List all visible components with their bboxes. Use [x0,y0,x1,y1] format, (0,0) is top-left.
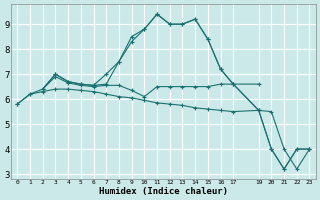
X-axis label: Humidex (Indice chaleur): Humidex (Indice chaleur) [99,187,228,196]
